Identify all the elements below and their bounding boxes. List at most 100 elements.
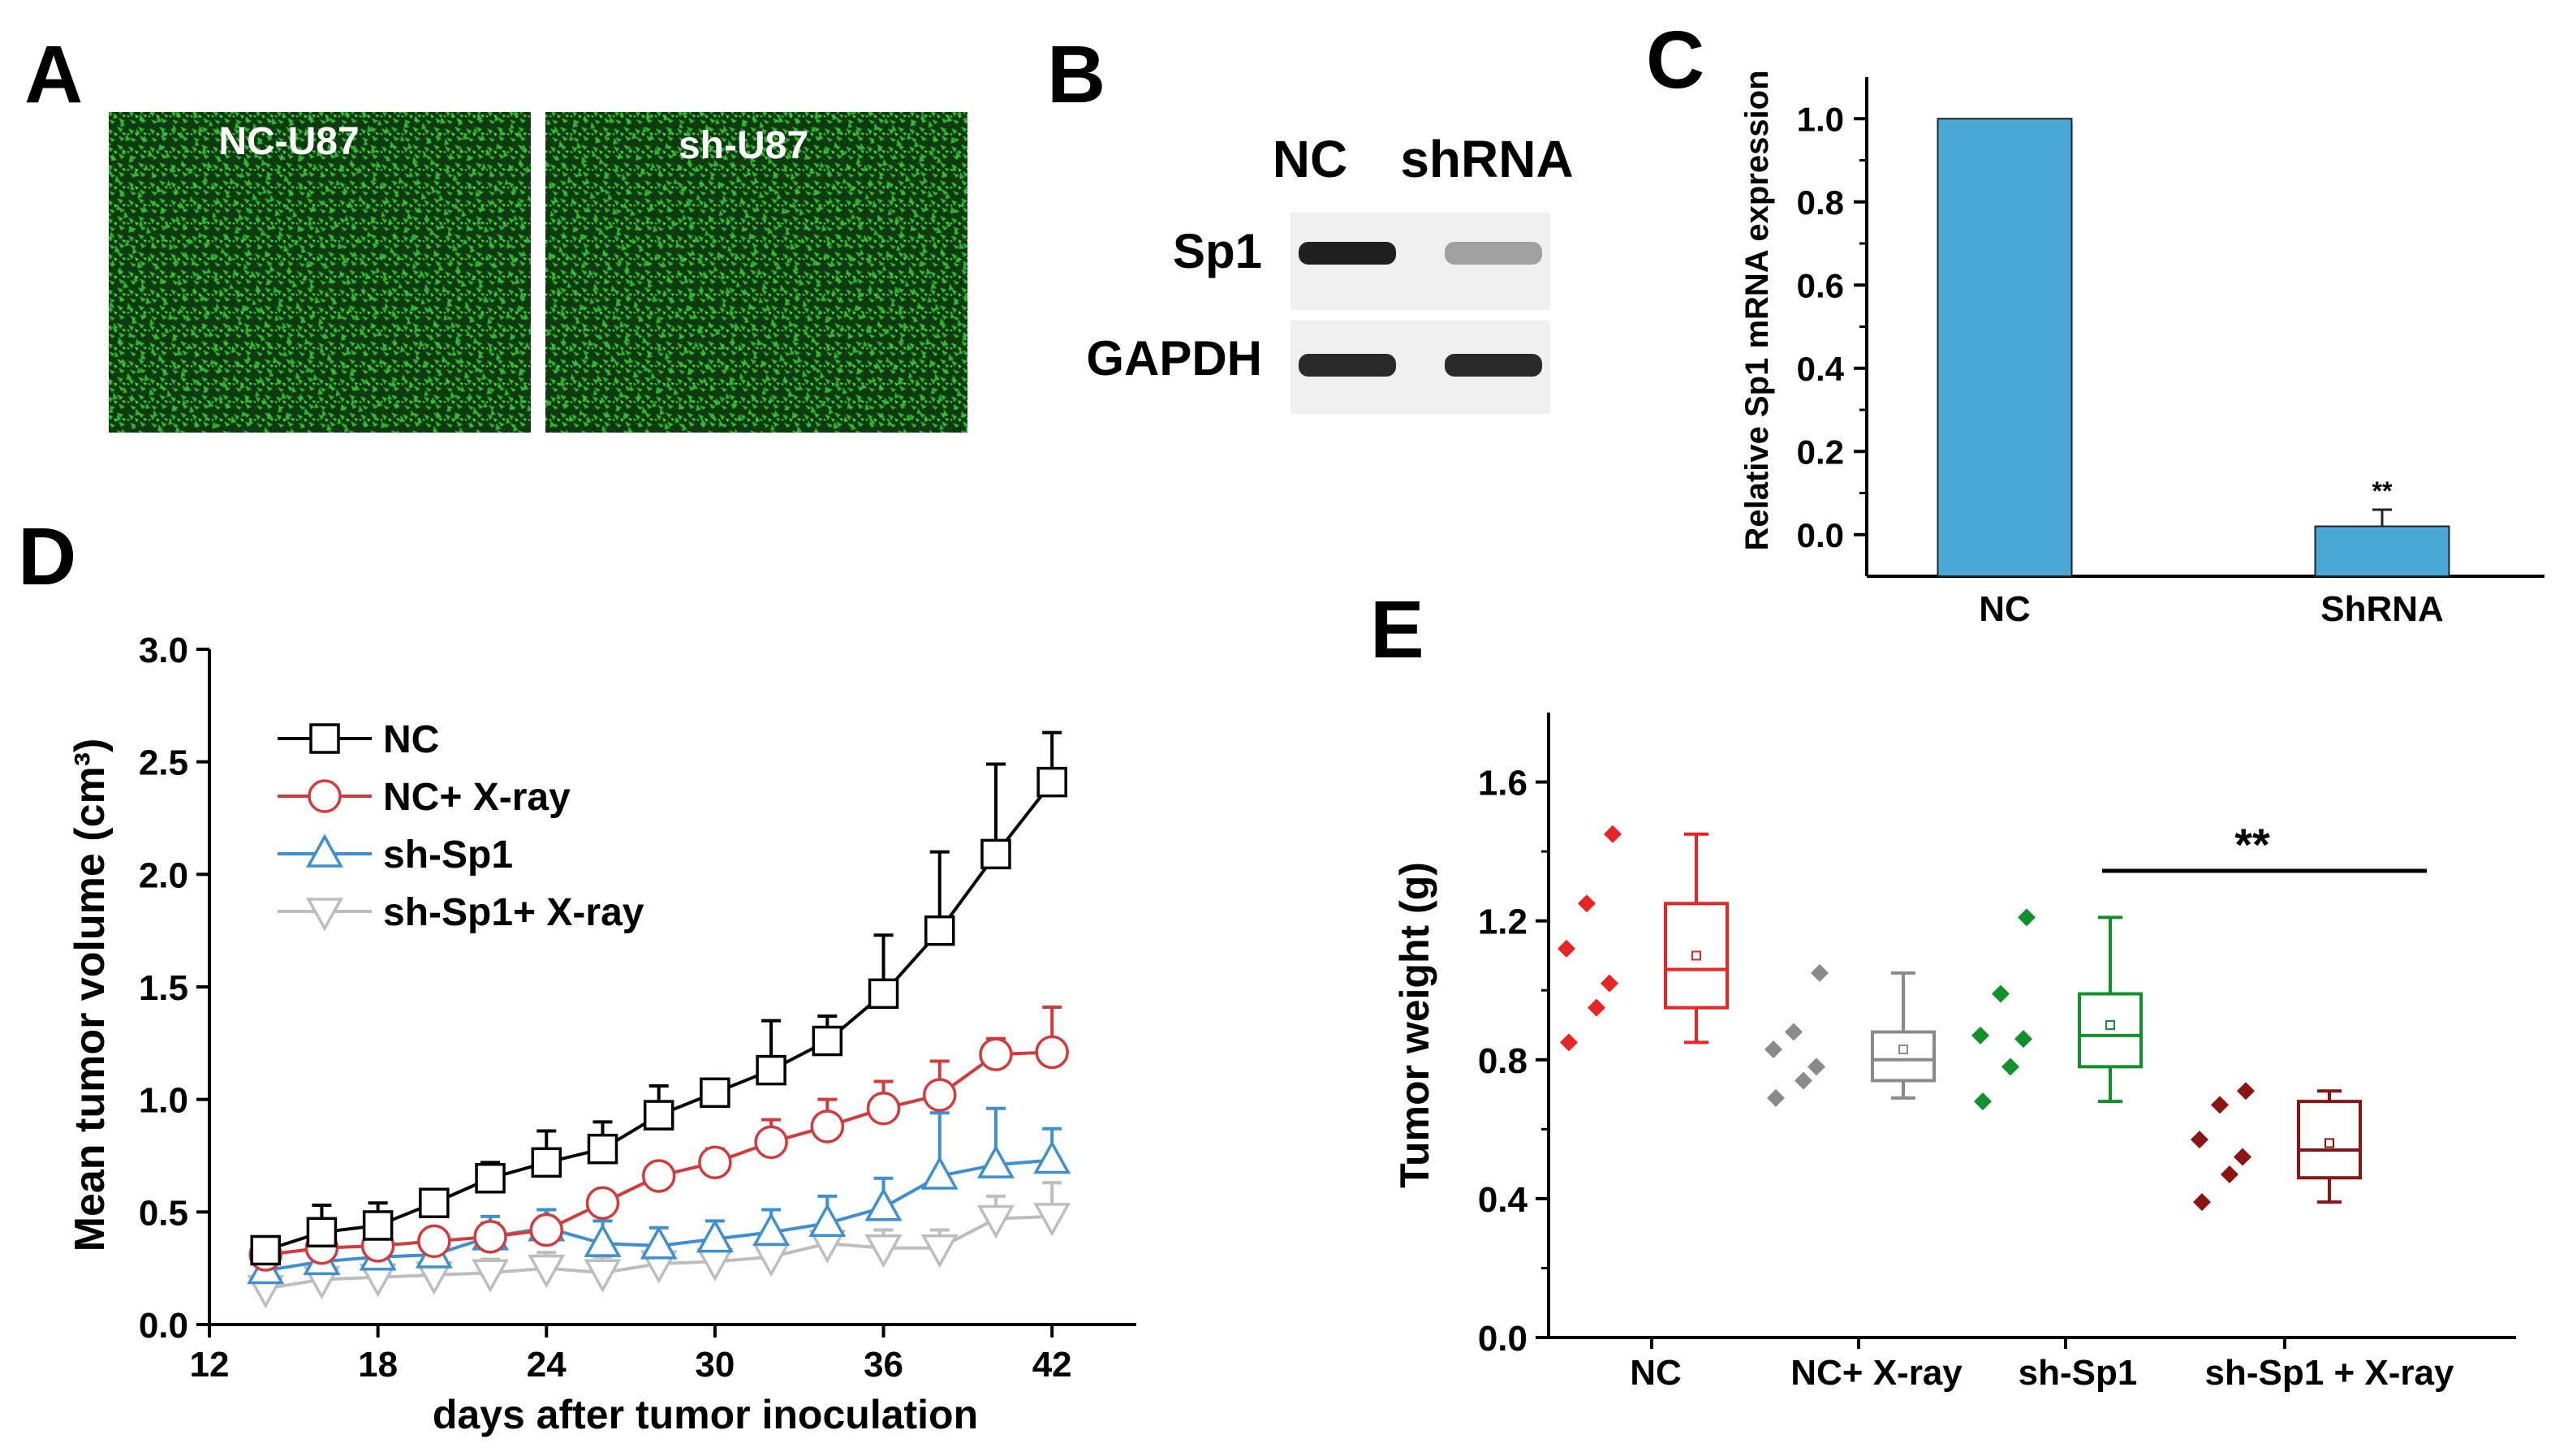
chart-d-point-nc [643, 1100, 674, 1131]
chart-d-y-axis-label: Mean tumor volume (cm³) [67, 739, 114, 1252]
chart-d-point-nc-x-ray [417, 1224, 451, 1259]
chart-d-legend-marker-nc-x-ray [308, 779, 342, 813]
chart-d-x-tick-label: 12 [190, 1345, 230, 1385]
chart-e-x-tick-label-sh-sp1: sh-Sp1 [2019, 1353, 2138, 1393]
chart-c-x-tick-label-shrna: ShRNA [2320, 589, 2444, 629]
chart-e-point-nc-x-ray [1811, 963, 1829, 982]
chart-d-y-tick-label: 2.5 [139, 743, 188, 783]
chart-c-y-tick-label: 0.8 [1797, 183, 1844, 222]
chart-e-group-nc [1558, 825, 1729, 1052]
chart-d-point-nc [756, 1054, 786, 1086]
chart-d-legend-label-nc-x-ray: NC+ X-ray [383, 776, 571, 819]
chart-d-point-nc-x-ray [979, 1037, 1013, 1071]
chart-d-point-nc-x-ray [473, 1220, 507, 1254]
chart-d-point-sh-sp1-x-ray [920, 1234, 959, 1269]
chart-e-y-tick-label: 0.4 [1478, 1180, 1528, 1220]
chart-e-point-nc [1588, 998, 1605, 1017]
chart-d-point-sh-sp1 [808, 1203, 847, 1237]
chart-e-mean-nc-x-ray [1898, 1044, 1908, 1054]
chart-d-x-tick-label: 24 [527, 1345, 567, 1385]
chart-d-point-sh-sp1 [696, 1219, 734, 1253]
chart-e-point-sh-sp1 [1971, 1026, 1989, 1045]
microscopy-image-sh: sh-U87 [545, 112, 967, 433]
microscopy-image-nc: NC-U87 [109, 112, 531, 433]
chart-d-legend: NC NC+ X-ray sh-Sp1 sh-Sp1+ X-ray [278, 718, 644, 934]
panel-e-letter: E [1370, 584, 1424, 675]
chart-e-point-nc-x-ray [1795, 1071, 1812, 1090]
chart-c-bar-nc [1937, 118, 2073, 577]
chart-d-point-nc [475, 1162, 506, 1194]
chart-d-point-sh-sp1 [864, 1187, 903, 1221]
chart-d-point-nc-x-ray [923, 1078, 957, 1112]
chart-d-legend-label-sh-sp1: sh-Sp1 [383, 834, 513, 877]
chart-e-mean-nc [1691, 950, 1701, 961]
chart-e-point-sh-sp1 [1992, 984, 2010, 1003]
panel-b-letter: B [1047, 29, 1105, 120]
chart-d-point-sh-sp1 [584, 1223, 622, 1257]
chart-c-x-tick-label-nc: NC [1979, 589, 2031, 629]
chart-e-point-sh-sp1-x-ray [2234, 1148, 2251, 1166]
chart-d-point-nc [362, 1210, 394, 1241]
chart-e-x-tick-label-sh-sp1-x-ray: sh-Sp1 + X-ray [2205, 1353, 2454, 1393]
chart-d-point-nc [868, 978, 899, 1010]
chart-e-y-tick-label: 0.8 [1478, 1041, 1527, 1081]
chart-d-point-sh-sp1-x-ray [584, 1259, 622, 1293]
blot-band-gapdh-shrna [1445, 354, 1542, 377]
chart-d-point-sh-sp1-x-ray [528, 1254, 566, 1289]
chart-d-point-nc [700, 1077, 730, 1109]
chart-d-y-tick-label: 0.5 [139, 1193, 188, 1233]
panel-b: B NC shRNA Sp1 GAPDH [1047, 29, 1574, 414]
chart-d-y-tick-label: 3.0 [139, 631, 188, 670]
blot-band-gapdh-nc [1299, 354, 1396, 377]
chart-e-point-nc-x-ray [1785, 1023, 1803, 1041]
blot-band-sp1-shrna [1445, 242, 1542, 265]
chart-d-legend-marker-sh-sp1 [306, 834, 343, 868]
chart-d-legend-marker-nc [309, 723, 340, 754]
chart-d-x-tick-label: 36 [864, 1345, 903, 1385]
lane-label-nc: NC [1273, 130, 1347, 188]
chart-d-x-tick-label: 42 [1032, 1345, 1072, 1385]
chart-d-point-nc-x-ray [1035, 1035, 1069, 1070]
chart-e-group-sh-sp1-x-ray [2191, 1082, 2362, 1212]
chart-e-point-sh-sp1-x-ray [2211, 1096, 2229, 1114]
microscopy-label-nc: NC-U87 [218, 120, 359, 163]
chart-e-y-tick-label: 1.2 [1478, 902, 1527, 942]
chart-d-point-sh-sp1 [640, 1226, 678, 1260]
chart-d-x-tick-label: 30 [695, 1345, 735, 1385]
blot-label-sp1: Sp1 [1173, 224, 1262, 278]
panel-a: A NC-U87 sh-U87 [24, 29, 967, 433]
chart-e-box-sh-sp1 [2078, 992, 2143, 1069]
chart-e-point-nc [1558, 939, 1575, 958]
chart-d-point-nc [1036, 766, 1067, 798]
chart-d-point-nc [980, 838, 1011, 870]
chart-d-x-axis-label: days after tumor inoculation [433, 1392, 978, 1437]
chart-e-point-sh-sp1-x-ray [2237, 1082, 2255, 1101]
chart-d-point-nc-x-ray [529, 1213, 564, 1247]
chart-e-x-tick-label-nc: NC [1630, 1353, 1682, 1393]
chart-d-point-sh-sp1 [976, 1144, 1015, 1178]
chart-d-point-sh-sp1-x-ray [864, 1234, 903, 1269]
chart-d-point-sh-sp1 [752, 1212, 791, 1247]
chart-d-point-sh-sp1-x-ray [472, 1259, 510, 1293]
chart-e-y-tick-label: 1.6 [1478, 764, 1527, 803]
chart-d-legend-marker-sh-sp1-x-ray [306, 898, 343, 932]
chart-c-y-axis-label: Relative Sp1 mRNA expression [1739, 70, 1775, 550]
chart-d-point-nc [250, 1234, 281, 1266]
panel-a-letter: A [24, 29, 83, 120]
chart-e-group-nc-x-ray [1764, 963, 1936, 1107]
chart-d-point-nc [812, 1025, 843, 1057]
chart-d-point-nc-x-ray [866, 1092, 901, 1126]
panel-d-letter: D [18, 511, 76, 602]
chart-d-point-nc [306, 1217, 338, 1248]
chart-d-point-nc-x-ray [585, 1186, 620, 1220]
chart-e-point-nc-x-ray [1767, 1088, 1785, 1107]
chart-d-legend-label-nc: NC [383, 718, 439, 761]
chart-c-bar-shrna [2314, 525, 2450, 577]
chart-e-point-sh-sp1-x-ray [2193, 1193, 2211, 1212]
microscopy-label-sh: sh-U87 [679, 124, 808, 167]
chart-e-x-tick-label-nc-x-ray: NC+ X-ray [1790, 1353, 1963, 1393]
chart-e-box-nc-x-ray [1871, 1030, 1936, 1083]
chart-c-y-tick-label: 0.4 [1797, 350, 1845, 388]
panel-e: E 0.0 0.4 0.8 1.2 1.6 Tumor weight (g) NC NC+ X… [1370, 584, 2516, 1393]
chart-e-point-sh-sp1 [2014, 1030, 2032, 1049]
